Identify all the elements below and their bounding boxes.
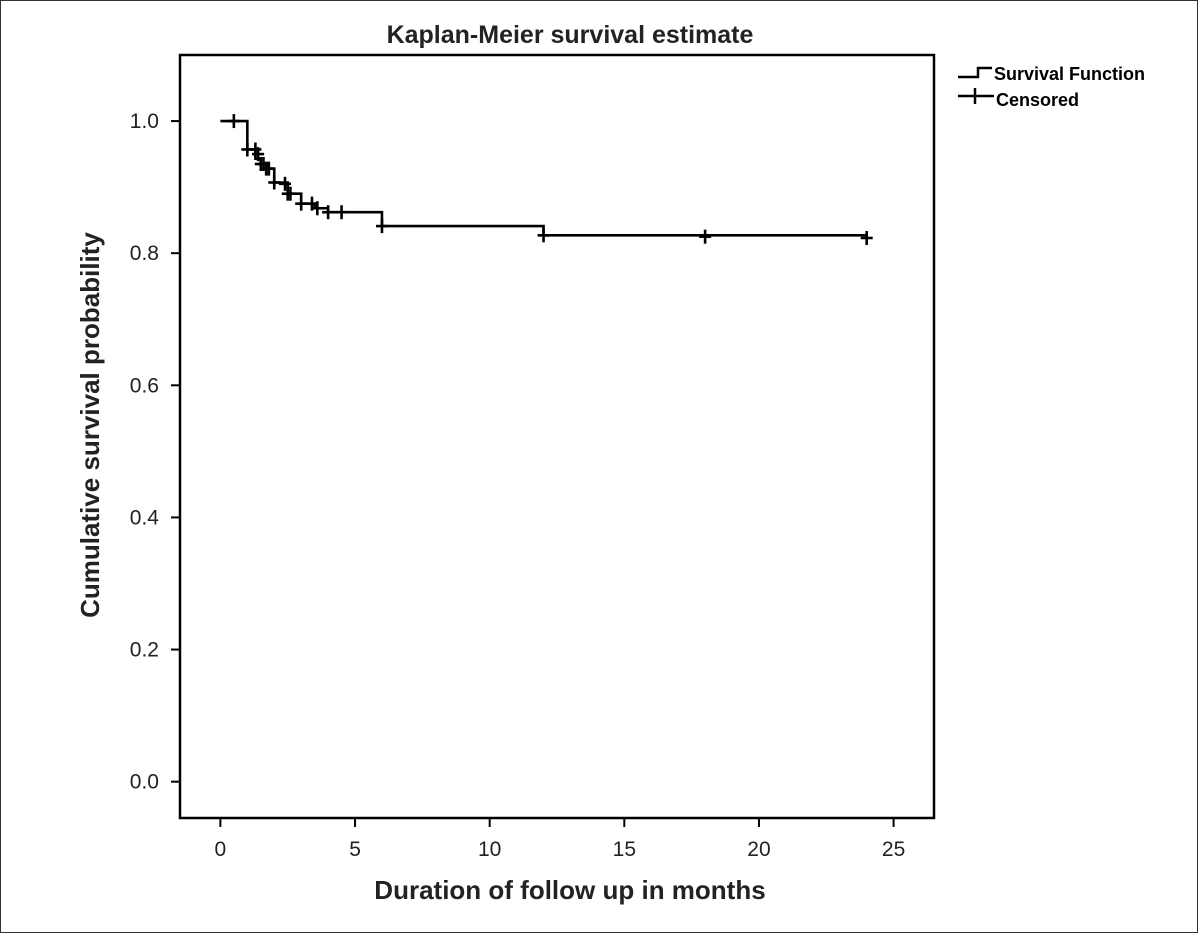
legend-survival-function-label: Survival Function (994, 64, 1145, 84)
x-tick-label: 0 (215, 838, 227, 861)
y-tick-label: 1.0 (130, 110, 159, 133)
censored-marker (537, 228, 550, 243)
censored-marker (268, 175, 281, 190)
legend: Survival Function Censored (958, 64, 1145, 110)
censored-marker (279, 176, 292, 191)
legend-survival-function-swatch (958, 66, 992, 79)
chart-title: Kaplan-Meier survival estimate (387, 21, 754, 49)
x-axis: 0 5 10 15 20 25 (215, 818, 905, 861)
censored-marker (375, 219, 388, 234)
censored-marker (227, 114, 240, 129)
survival-function-line (220, 119, 868, 238)
censored-marker (860, 230, 873, 245)
y-axis: 0.0 0.2 0.4 0.6 0.8 1.0 (130, 110, 180, 794)
y-tick-label: 0.0 (130, 771, 159, 794)
censored-marker (311, 201, 324, 216)
x-axis-label: Duration of follow up in months (374, 875, 765, 905)
x-tick-label: 20 (747, 838, 770, 861)
x-tick-label: 5 (349, 838, 361, 861)
plot-area-border (178, 53, 936, 820)
censored-marker (252, 147, 265, 162)
y-tick-label: 0.8 (130, 242, 159, 265)
censored-marker (699, 229, 712, 244)
x-tick-label: 25 (882, 838, 905, 861)
x-tick-label: 15 (613, 838, 636, 861)
censored-marker (284, 186, 297, 201)
legend-censored-label: Censored (996, 90, 1079, 110)
y-axis-label: Cumulative survival probability (75, 232, 105, 618)
y-tick-label: 0.4 (130, 506, 160, 529)
censored-marker (295, 196, 308, 211)
x-tick-label: 10 (478, 838, 501, 861)
censored-marker (335, 205, 348, 220)
censored-marker (262, 161, 275, 176)
censored-marker (322, 205, 335, 220)
y-tick-label: 0.6 (130, 374, 159, 397)
y-tick-label: 0.2 (130, 639, 159, 662)
series-area (220, 114, 873, 245)
